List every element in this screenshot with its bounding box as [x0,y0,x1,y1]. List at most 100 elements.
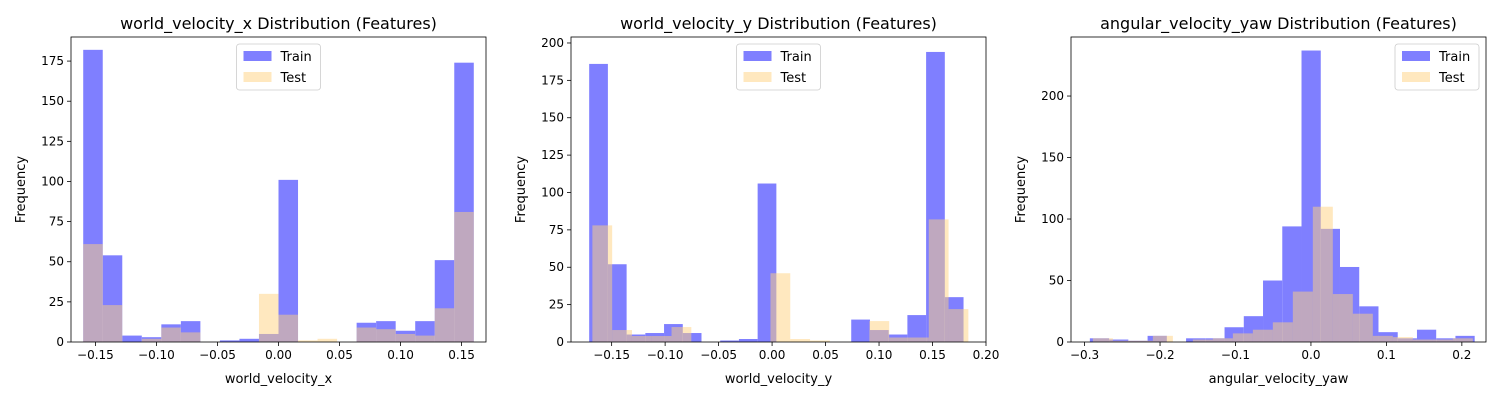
x-tick-label: 0.00 [265,348,292,362]
y-tick-label: 125 [541,148,564,162]
bar-train [607,264,627,342]
y-tick-label: 175 [41,54,64,68]
bar-test [651,336,672,342]
chart-title: world_velocity_x Distribution (Features) [120,14,437,34]
series-test [592,219,969,342]
bar-test [1252,329,1273,342]
chart-panel-3: −0.3 −0.2 −0.1 0.0 0.1 0.2 0 50 100 150 200 angular… [1014,14,1487,387]
y-tick-label: 0 [56,335,64,349]
legend-swatch-train [243,51,272,61]
bar-test [141,338,162,342]
legend-swatch-train [743,51,772,61]
bar-test [790,339,811,342]
bar-test [1232,333,1253,342]
bar-train [720,340,739,342]
bar-test [1312,206,1333,342]
bar-test [1392,337,1413,342]
bar-test [1192,339,1213,342]
bar-test [1092,338,1113,342]
bar-train [122,335,142,342]
bar-test [1152,335,1173,342]
y-tick-label: 150 [541,111,564,125]
bar-test [908,337,929,342]
x-tick-label: −0.15 [77,348,114,362]
x-tick-label: 0.2 [1452,348,1471,362]
legend-swatch-test [243,72,272,82]
legend-label-test: Test [280,71,307,86]
x-tick-label: −0.10 [138,348,175,362]
y-tick-label: 0 [1056,335,1064,349]
bar-test [454,211,474,342]
bar-train [851,319,870,342]
bar-train [219,340,240,342]
bar-train [907,315,927,342]
bar-test [415,335,435,342]
series-train [1089,50,1475,342]
bar-train [738,339,758,342]
x-tick-label: −0.15 [593,348,630,362]
legend-label-train: Train [280,50,312,65]
bar-train [682,333,702,342]
bar-test [1372,335,1393,342]
y-tick-label: 100 [41,174,64,188]
bar-test [1412,339,1433,342]
y-tick-label: 25 [549,298,564,312]
chart-title: angular_velocity_yaw Distribution (Featu… [1100,14,1457,34]
bar-test [317,338,338,342]
x-tick-label: 0.05 [812,348,839,362]
bar-test [948,309,969,342]
axes-frame [1070,36,1487,343]
legend-swatch-train [1402,51,1430,61]
y-tick-label: 150 [41,94,64,108]
x-tick-label: −0.2 [1145,348,1174,362]
bar-train [1416,329,1437,342]
bar-test [928,219,949,342]
y-tick-label: 100 [1041,212,1064,226]
y-axis-label: Frequency [1014,156,1029,223]
legend: Train Test [1394,43,1480,91]
x-tick-label: −0.3 [1070,348,1099,362]
x-tick-label: −0.1 [1221,348,1250,362]
y-axis-label: Frequency [514,156,529,223]
legend-swatch-test [1402,72,1430,82]
bar-test [1352,313,1373,342]
y-tick-label: 50 [49,255,64,269]
x-axis-label: world_velocity_x [225,372,333,387]
x-tick-label: −0.05 [700,348,737,362]
y-tick-label: 150 [1041,151,1064,165]
bar-test [83,244,103,342]
x-tick-label: 0.15 [919,348,946,362]
bar-test [631,336,652,342]
bar-test [1132,340,1153,342]
chart-title: world_velocity_y Distribution (Features) [620,14,937,34]
bar-test [1432,339,1453,342]
legend-label-train: Train [1438,50,1470,65]
bar-train [239,338,259,342]
x-tick-label: 0.10 [387,348,414,362]
y-tick-label: 100 [541,185,564,199]
bar-test [161,327,181,342]
y-tick-label: 200 [1041,89,1064,103]
x-tick-label: −0.05 [199,348,236,362]
legend: Train Test [736,43,821,91]
bar-test [592,225,613,342]
chart-panel-1: −0.15 −0.10 −0.05 0.00 0.05 0.10 0.15 0 25 50 75 10… [14,14,487,387]
bar-test [298,340,318,342]
x-tick-label: 0.10 [866,348,893,362]
bar-test [810,340,830,342]
legend-swatch-test [743,72,772,82]
bar-test [434,308,455,342]
chart-panel-2: −0.15 −0.10 −0.05 0.00 0.05 0.10 0.15 0.20 0 25 50… [514,14,999,387]
x-tick-label: 0.20 [973,348,1000,362]
y-tick-label: 125 [41,134,64,148]
legend-label-test: Test [780,71,807,86]
bar-test [869,321,890,342]
bar-test [1452,338,1473,342]
y-tick-label: 50 [1049,274,1064,288]
bar-test [889,337,909,342]
bar-test [612,330,632,342]
legend-label-test: Test [1438,71,1465,86]
x-tick-label: −0.10 [647,348,684,362]
bar-test [102,305,123,342]
